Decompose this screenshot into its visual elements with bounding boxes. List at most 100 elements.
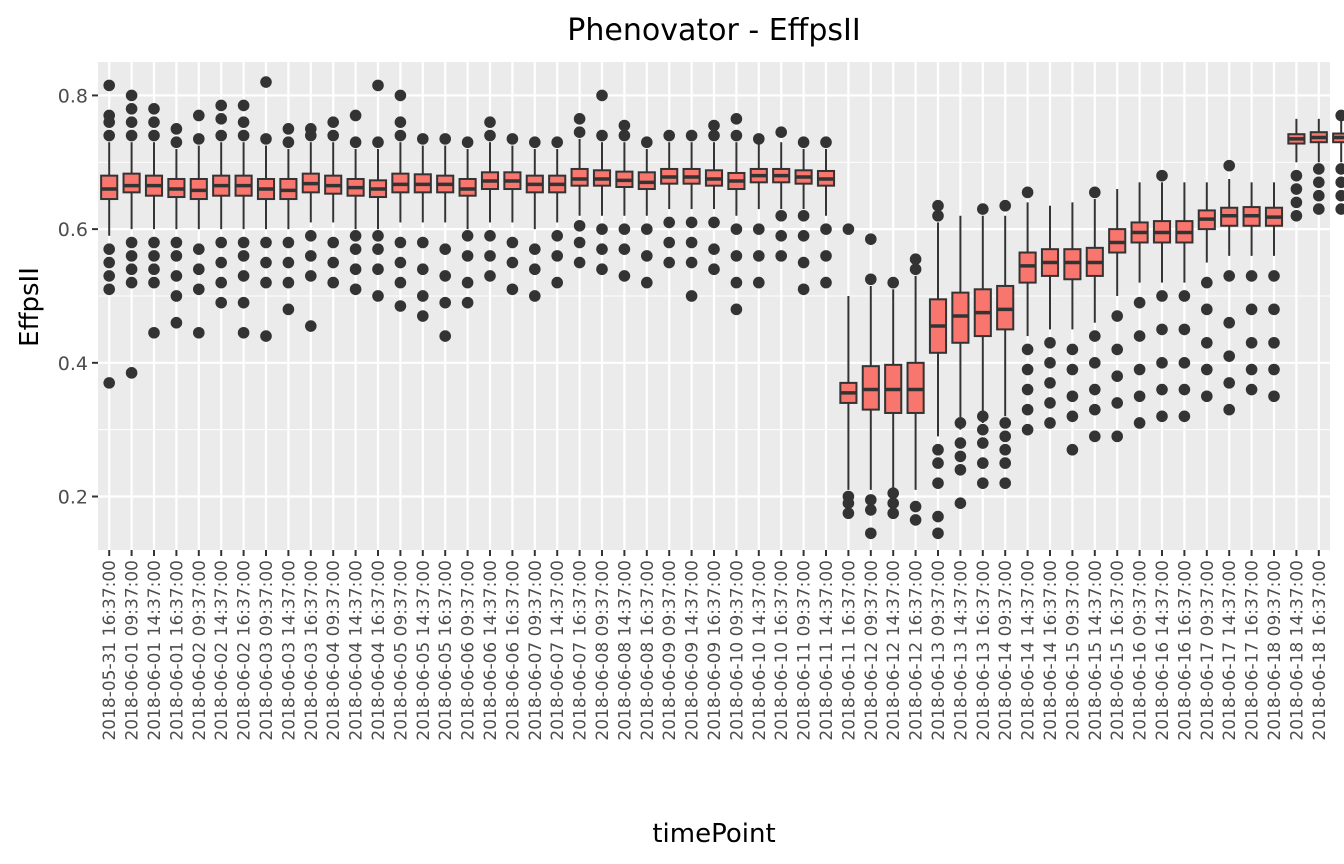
outlier-point [708, 263, 720, 276]
outlier-point [1178, 357, 1191, 369]
outlier-point [439, 270, 452, 282]
box-group [1287, 118, 1306, 222]
outlier-point [1111, 343, 1123, 356]
outlier-point [148, 116, 160, 128]
outlier-point [305, 123, 317, 135]
outlier-point [1223, 316, 1235, 329]
x-tick-label: 2018-06-03 09:37:00 [257, 560, 277, 741]
outlier-point [999, 199, 1011, 212]
box-group [458, 136, 477, 309]
box-group [144, 102, 164, 339]
outlier-point [1156, 410, 1168, 423]
box-group [100, 79, 119, 389]
outlier-point [1156, 357, 1168, 369]
outlier-point [1156, 383, 1168, 396]
outlier-point [1089, 430, 1101, 443]
outlier-point [842, 223, 855, 235]
outlier-point [349, 283, 362, 296]
outlier-point [417, 263, 429, 276]
outlier-point [349, 263, 362, 276]
outlier-point [551, 250, 563, 262]
outlier-point [372, 290, 384, 302]
x-tick-label: 2018-06-15 09:37:00 [1063, 560, 1083, 741]
outlier-point [305, 230, 317, 242]
outlier-point [730, 223, 743, 235]
outlier-point [954, 497, 967, 510]
outlier-point [1178, 383, 1191, 396]
box-group [413, 133, 432, 322]
outlier-point [753, 223, 765, 235]
outlier-point [820, 276, 832, 289]
outlier-point [170, 316, 183, 329]
outlier-point [1335, 189, 1344, 202]
box-group [1197, 182, 1216, 403]
outlier-point [327, 276, 340, 289]
x-tick-label: 2018-06-07 14:37:00 [548, 560, 568, 741]
x-tick-label: 2018-06-17 09:37:00 [1198, 560, 1218, 741]
outlier-point [506, 133, 519, 145]
outlier-point [417, 290, 429, 302]
box-group [1018, 186, 1037, 436]
x-tick-label: 2018-06-12 14:37:00 [884, 560, 904, 741]
outlier-point [1335, 163, 1344, 175]
outlier-point [215, 236, 227, 249]
outlier-point [1268, 303, 1280, 316]
x-tick-label: 2018-06-01 14:37:00 [145, 560, 165, 741]
outlier-point [282, 303, 295, 316]
x-tick-label: 2018-06-13 09:37:00 [929, 560, 949, 741]
box-group [749, 133, 768, 289]
box-group [816, 136, 836, 289]
outlier-point [954, 450, 967, 463]
outlier-point [1223, 159, 1235, 172]
outlier-point [372, 79, 384, 92]
outlier-point [103, 129, 115, 142]
box-group [436, 133, 455, 342]
outlier-point [237, 99, 250, 112]
box-group [548, 136, 567, 289]
outlier-point [1245, 363, 1258, 376]
outlier-point [865, 494, 877, 506]
outlier-point [1066, 443, 1079, 456]
outlier-point [193, 283, 205, 296]
outlier-point [282, 256, 295, 269]
outlier-point [641, 136, 653, 149]
outlier-point [394, 276, 407, 289]
outlier-point [797, 230, 810, 242]
outlier-point [1313, 163, 1325, 175]
outlier-point [618, 270, 631, 282]
outlier-point [529, 290, 541, 302]
x-tick-label: 2018-06-11 16:37:00 [839, 560, 859, 741]
outlier-point [641, 276, 653, 289]
outlier-point [909, 514, 922, 526]
x-tick-label: 2018-06-11 14:37:00 [817, 560, 837, 741]
outlier-point [148, 129, 160, 142]
outlier-point [999, 477, 1011, 489]
outlier-point [842, 490, 855, 503]
box-group [928, 199, 948, 540]
outlier-point [573, 236, 586, 249]
y-tick-label: 0.4 [58, 353, 88, 375]
outlier-point [1290, 209, 1303, 222]
box-group [1108, 189, 1127, 443]
outlier-point [977, 457, 989, 469]
x-axis: 2018-05-31 16:37:00 2018-06-01 09:37:00 20… [100, 550, 1330, 741]
outlier-point [730, 276, 743, 289]
x-tick-label: 2018-06-01 16:37:00 [167, 560, 187, 741]
outlier-point [977, 423, 989, 436]
x-tick-label: 2018-06-15 14:37:00 [1086, 560, 1106, 741]
outlier-point [394, 300, 407, 312]
outlier-point [865, 273, 877, 286]
outlier-point [260, 76, 272, 88]
outlier-point [529, 243, 541, 255]
outlier-point [551, 230, 563, 242]
outlier-point [1201, 390, 1213, 403]
box-group [996, 199, 1015, 489]
outlier-point [1335, 203, 1344, 215]
outlier-point [193, 109, 205, 122]
outlier-point [1335, 109, 1344, 122]
outlier-point [1268, 390, 1280, 403]
outlier-point [1021, 383, 1034, 396]
outlier-point [618, 129, 631, 142]
outlier-point [1133, 363, 1146, 376]
